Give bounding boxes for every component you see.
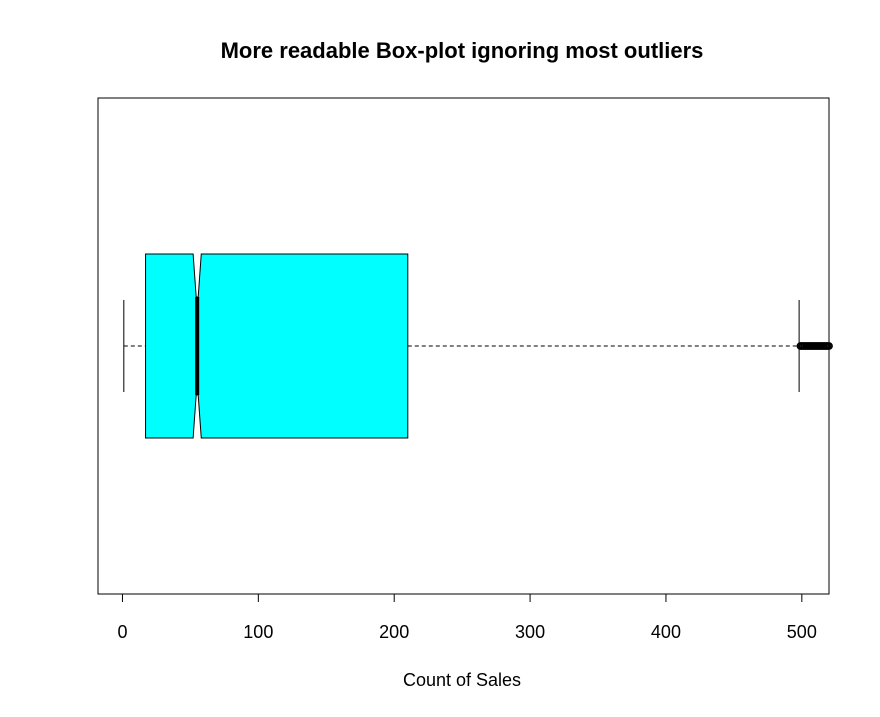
chart-title: More readable Box-plot ignoring most out… [221, 38, 704, 63]
x-tick-label: 500 [787, 622, 817, 642]
outlier-point [825, 342, 833, 350]
x-tick-label: 300 [515, 622, 545, 642]
x-tick-label: 100 [243, 622, 273, 642]
x-tick-label: 400 [651, 622, 681, 642]
x-axis: 0 100 200 300 400 500 [117, 593, 817, 642]
x-axis-label: Count of Sales [403, 670, 521, 690]
x-tick-label: 0 [117, 622, 127, 642]
x-tick-label: 200 [379, 622, 409, 642]
box-body [145, 253, 409, 439]
box-plot-series [123, 253, 833, 439]
